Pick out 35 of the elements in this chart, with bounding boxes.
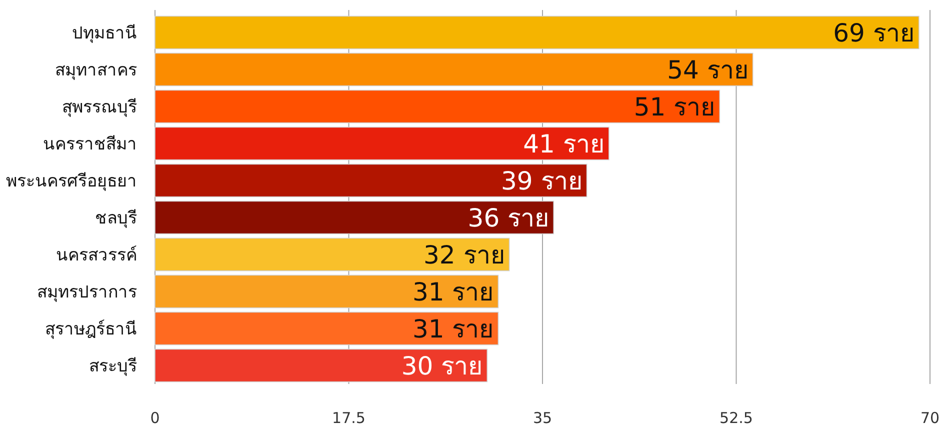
bar [154, 164, 588, 198]
bar [154, 52, 754, 86]
bar [154, 238, 510, 272]
data-label: 39 ราย [501, 166, 583, 196]
data-label: 31 ราย [412, 314, 494, 344]
data-label: 36 ราย [468, 204, 550, 232]
y-tick-label: สระบุรี [89, 356, 137, 376]
data-label: 51 ราย [634, 92, 716, 122]
data-label: 31 ราย [412, 278, 494, 306]
x-tick-label: 70 [920, 409, 940, 427]
x-tick-label: 52.5 [720, 409, 753, 427]
bar [154, 200, 554, 234]
y-tick-label: นครราชสีมา [43, 134, 137, 154]
y-tick-label: นครสวรรค์ [56, 246, 137, 266]
data-label: 69 ราย [833, 18, 915, 48]
bar [154, 90, 720, 124]
data-label: 30 ราย [401, 352, 484, 380]
data-label: 32 ราย [424, 240, 506, 270]
y-tick-label: สมุทาสาคร [55, 60, 137, 80]
bar [154, 16, 920, 50]
x-tick-label: 17.5 [332, 409, 366, 427]
bar [154, 348, 488, 382]
y-tick-label: ชลบุรี [95, 208, 137, 228]
y-tick-label: สมุทรปราการ [37, 282, 137, 302]
data-label: 41 ราย [523, 130, 605, 158]
y-tick-label: สุพรรณบุรี [62, 98, 137, 118]
y-tick-label: พระนครศรีอยุธยา [6, 172, 137, 192]
y-tick-label: ปทุมธานี [72, 24, 137, 44]
bar [154, 126, 610, 160]
y-tick-label: สุราษฎร์ธานี [45, 320, 137, 340]
x-tick-label: 0 [150, 409, 160, 427]
x-tick-label: 35 [532, 409, 552, 427]
bar [154, 312, 499, 346]
data-label: 54 ราย [667, 56, 749, 84]
bar [154, 274, 499, 308]
